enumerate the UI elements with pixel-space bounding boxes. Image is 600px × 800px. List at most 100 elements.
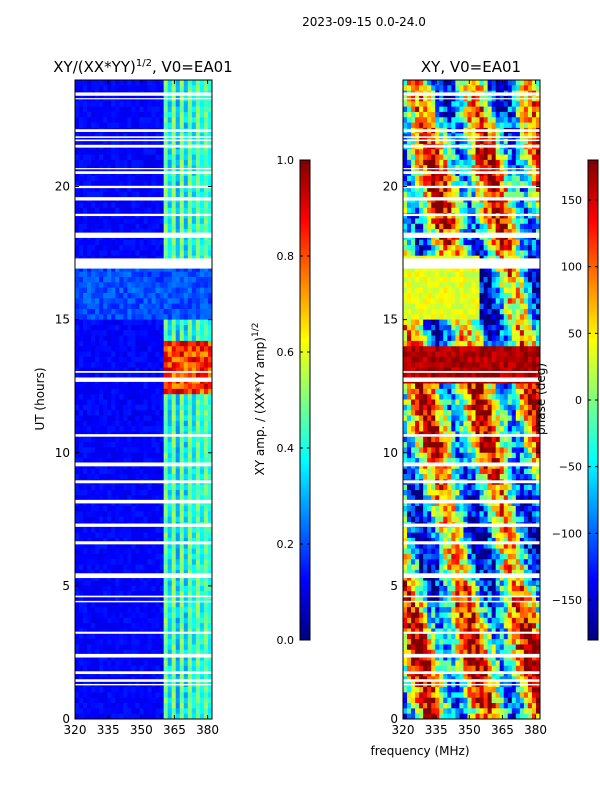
left-heatmap-cell (163, 495, 169, 502)
left-heatmap-cell (207, 639, 212, 645)
left-heatmap-cell (119, 133, 124, 139)
left-heatmap-cell (111, 335, 116, 342)
left-heatmap-cell (151, 229, 156, 235)
left-heatmap-cell (203, 458, 209, 464)
left-heatmap-cell (167, 687, 173, 693)
left-flag-gap (75, 185, 212, 189)
left-heatmap-cell (195, 447, 201, 454)
left-heatmap-cell (75, 601, 80, 608)
left-heatmap-cell (147, 245, 152, 251)
right-heatmap-cell (523, 154, 529, 161)
left-heatmap-cell (99, 287, 104, 294)
left-heatmap-cell (87, 250, 92, 257)
right-heatmap-cell (487, 117, 493, 124)
right-heatmap-cell (531, 181, 537, 187)
left-heatmap-cell (199, 340, 205, 347)
right-heatmap-cell (491, 106, 497, 113)
left-heatmap-cell (111, 245, 116, 251)
left-heatmap-cell (171, 516, 177, 523)
left-flag-gap (75, 573, 212, 576)
left-heatmap-cell (191, 537, 197, 544)
right-heatmap-cell (471, 202, 476, 209)
right-heatmap-cell (403, 154, 408, 161)
right-heatmap-cell (519, 133, 525, 139)
left-heatmap-cell (191, 85, 197, 92)
left-heatmap-cell (87, 532, 92, 539)
left-heatmap-cell (171, 181, 177, 187)
left-heatmap-cell (95, 601, 100, 608)
right-heatmap-cell (419, 117, 424, 124)
left-heatmap-cell (143, 527, 148, 534)
left-heatmap-cell (123, 218, 128, 225)
left-heatmap-cell (183, 564, 189, 571)
left-heatmap-cell (135, 585, 140, 592)
right-heatmap-cell (423, 175, 428, 182)
right-heatmap-cell (463, 191, 468, 198)
left-heatmap-cell (199, 314, 205, 321)
left-heatmap-cell (167, 404, 173, 411)
right-heatmap-cell (403, 101, 408, 108)
right-heatmap-cell (463, 101, 468, 108)
left-heatmap-cell (151, 266, 156, 273)
left-heatmap-cell (115, 335, 120, 342)
left-heatmap-cell (167, 330, 173, 336)
left-heatmap-cell (99, 229, 104, 235)
left-heatmap-cell (123, 633, 128, 640)
right-heatmap-cell (479, 101, 484, 108)
left-heatmap-cell (163, 388, 169, 395)
left-heatmap-cell (135, 282, 140, 289)
left-heatmap-cell (103, 628, 108, 635)
left-heatmap-cell (123, 692, 128, 699)
left-heatmap-cell (107, 271, 112, 278)
right-heatmap-cell (407, 80, 412, 86)
right-heatmap-cell (471, 149, 476, 155)
left-heatmap-cell (83, 420, 88, 427)
left-heatmap-cell (183, 410, 189, 416)
left-heatmap-cell (95, 245, 100, 251)
right-heatmap-cell (435, 186, 440, 193)
left-heatmap-cell (107, 623, 112, 629)
left-heatmap-cell (155, 490, 161, 496)
right-heatmap-cell (471, 165, 476, 171)
right-heatmap-cell (447, 165, 452, 171)
left-heatmap-cell (127, 596, 132, 603)
right-heatmap-cell (439, 85, 444, 92)
left-heatmap-cell (107, 527, 112, 534)
left-heatmap-cell (91, 181, 96, 187)
left-heatmap-cell (103, 330, 108, 336)
left-heatmap-cell (159, 165, 165, 171)
left-heatmap-cell (75, 458, 80, 464)
left-heatmap-cell (131, 708, 136, 715)
left-heatmap-cell (155, 165, 161, 171)
left-heatmap-cell (103, 644, 108, 651)
left-heatmap-cell (135, 559, 140, 565)
right-heatmap-cell (439, 138, 444, 145)
left-heatmap-cell (103, 420, 108, 427)
left-heatmap-cell (187, 532, 193, 539)
left-heatmap-cell (183, 250, 189, 257)
left-heatmap-cell (139, 660, 144, 667)
left-heatmap-cell (179, 559, 185, 565)
left-heatmap-cell (131, 356, 136, 363)
left-heatmap-cell (135, 149, 140, 155)
left-heatmap-cell (167, 511, 173, 518)
left-heatmap-cell (187, 346, 193, 352)
left-heatmap-cell (187, 324, 193, 331)
left-heatmap-cell (195, 186, 201, 193)
left-heatmap-cell (91, 410, 96, 416)
left-heatmap-cell (135, 133, 140, 139)
right-heatmap-cell (439, 101, 444, 108)
left-heatmap-cell (183, 271, 189, 278)
right-heatmap-cell (503, 101, 509, 108)
left-heatmap-cell (123, 420, 128, 427)
left-heatmap-cell (75, 649, 80, 656)
right-heatmap-cell (423, 154, 428, 161)
left-heatmap-cell (159, 394, 165, 400)
left-heatmap-cell (199, 649, 205, 656)
left-heatmap-cell (75, 644, 80, 651)
left-flag-gap (75, 168, 212, 170)
left-heatmap-cell (123, 649, 128, 656)
left-heatmap-cell (115, 553, 120, 560)
right-heatmap-cell (463, 106, 468, 113)
left-heatmap-cell (123, 665, 128, 672)
